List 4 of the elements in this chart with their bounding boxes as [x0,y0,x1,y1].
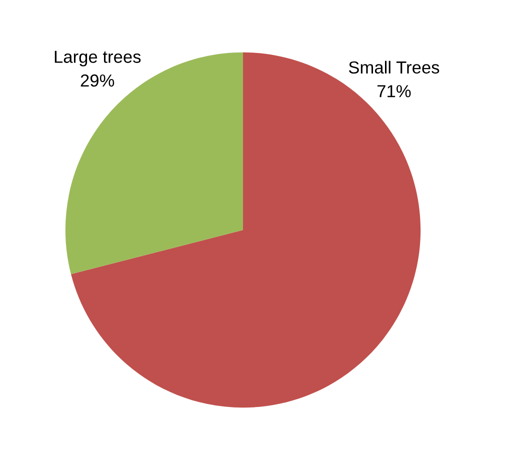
data-label: 71% [377,85,411,98]
slice-label: Small Trees [348,60,440,74]
data-label: 29% [80,74,114,87]
slice-label: Large trees [54,50,141,66]
